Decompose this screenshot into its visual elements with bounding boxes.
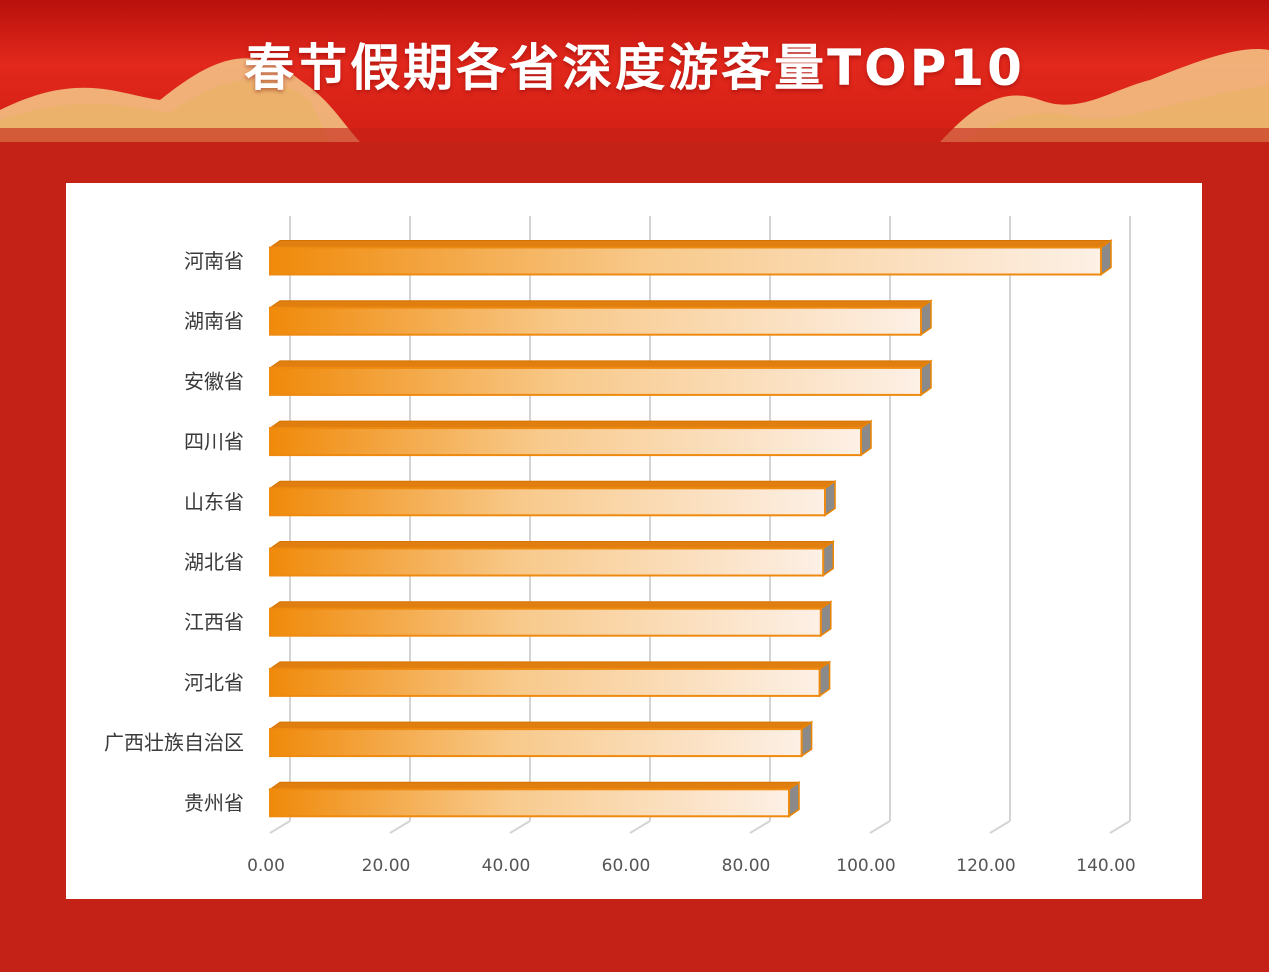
bar	[269, 427, 862, 457]
bar-end-face	[822, 540, 834, 577]
x-tick-label: 40.00	[482, 856, 531, 876]
title-banner: 春节假期各省深度游客量TOP10	[0, 0, 1269, 142]
bar-end-face	[860, 419, 872, 457]
bar	[269, 788, 790, 818]
category-label: 四川省	[184, 430, 244, 454]
x-tick-label: 80.00	[722, 856, 771, 876]
page-title: 春节假期各省深度游客量TOP10	[244, 39, 1025, 97]
bar-end-face	[1100, 239, 1112, 276]
bar-end-face	[800, 720, 813, 758]
x-tick-label: 60.00	[602, 856, 651, 876]
grid-floor-line	[1109, 820, 1131, 834]
banner-wave-decoration	[0, 49, 1269, 142]
bar-end-face	[920, 299, 932, 337]
bar-top-face	[268, 420, 873, 429]
category-label: 江西省	[184, 610, 244, 634]
bar-top-face	[268, 781, 801, 790]
bar-top-face	[268, 360, 933, 369]
grid-floor-line	[989, 820, 1011, 834]
bar-top-face	[268, 721, 814, 730]
x-axis-ticks: 0.00 20.00 40.00 60.00 80.00 100.00 120.00 140.…	[247, 856, 1136, 876]
bar-top-face	[268, 601, 833, 610]
category-label: 湖北省	[184, 550, 244, 574]
category-label: 山东省	[184, 490, 244, 514]
grid-floor-line	[869, 820, 891, 834]
grid-floor-line	[509, 820, 531, 834]
category-label: 河北省	[184, 670, 244, 694]
bar-top-face	[268, 480, 837, 489]
grid-floor-line	[749, 820, 771, 834]
category-label: 广西壮族自治区	[104, 731, 244, 755]
bar-top-face	[268, 300, 933, 309]
grid-floor-line	[269, 820, 291, 834]
bars	[268, 239, 1113, 818]
bar	[269, 366, 922, 396]
bar	[269, 547, 825, 577]
category-label: 安徽省	[184, 369, 244, 393]
bar-end-face	[818, 660, 831, 698]
grid-floor-line	[629, 820, 651, 834]
chart-panel: 河南省湖南省安徽省四川省山东省湖北省江西省河北省广西壮族自治区贵州省 0.00 2…	[66, 183, 1202, 899]
category-label: 贵州省	[184, 791, 244, 815]
bar-top-face	[268, 541, 835, 549]
bar-end-face	[788, 780, 800, 818]
x-tick-label: 20.00	[362, 856, 411, 876]
bar	[269, 607, 822, 637]
category-label: 河南省	[184, 249, 244, 273]
bar-end-face	[824, 479, 836, 517]
x-tick-label: 140.00	[1076, 856, 1135, 876]
bar	[269, 246, 1102, 276]
bar	[269, 306, 922, 336]
bar-top-face	[268, 240, 1113, 248]
bar-end-face	[920, 359, 932, 397]
bar-top-face	[268, 661, 832, 670]
bar	[269, 728, 803, 758]
bar	[269, 667, 821, 697]
x-tick-label: 0.00	[247, 856, 285, 876]
x-tick-label: 100.00	[836, 856, 895, 876]
grid-floor-line	[389, 820, 411, 834]
x-tick-label: 120.00	[956, 856, 1015, 876]
bar	[269, 487, 826, 517]
category-label: 湖南省	[184, 309, 244, 333]
bar-end-face	[820, 600, 832, 638]
